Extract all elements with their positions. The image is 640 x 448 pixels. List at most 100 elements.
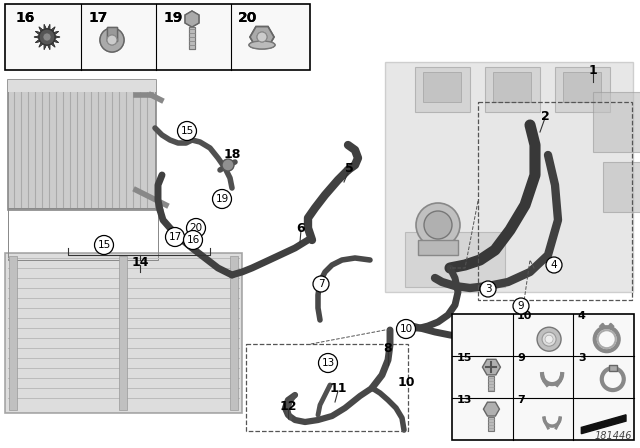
Polygon shape — [51, 43, 55, 47]
Bar — [493, 72, 531, 102]
Polygon shape — [47, 24, 50, 30]
Polygon shape — [44, 24, 47, 30]
Circle shape — [100, 28, 124, 52]
Bar — [107, 27, 117, 41]
Bar — [5, 253, 242, 413]
Polygon shape — [47, 24, 50, 30]
Polygon shape — [54, 39, 59, 43]
Bar — [119, 256, 127, 410]
Polygon shape — [39, 27, 43, 31]
Bar — [246, 344, 408, 431]
Text: 7: 7 — [518, 395, 525, 405]
Text: 16: 16 — [186, 235, 200, 245]
Bar — [107, 27, 117, 41]
Ellipse shape — [249, 41, 275, 49]
Circle shape — [166, 228, 184, 246]
Polygon shape — [185, 11, 199, 27]
Text: 11: 11 — [329, 382, 347, 395]
Circle shape — [416, 203, 460, 247]
Polygon shape — [54, 39, 59, 43]
Polygon shape — [51, 27, 55, 31]
Circle shape — [212, 190, 232, 208]
Circle shape — [313, 276, 329, 292]
Text: 19: 19 — [163, 11, 182, 25]
Text: 9: 9 — [518, 301, 524, 311]
Bar — [405, 232, 505, 287]
Polygon shape — [44, 44, 47, 50]
Text: 10: 10 — [399, 324, 413, 334]
Circle shape — [39, 29, 55, 45]
Text: 16: 16 — [15, 11, 35, 25]
Bar — [423, 72, 461, 102]
Text: 19: 19 — [216, 194, 228, 204]
Text: 17: 17 — [88, 11, 108, 25]
Polygon shape — [51, 27, 55, 31]
Circle shape — [43, 33, 51, 41]
Text: 13: 13 — [457, 395, 472, 405]
Polygon shape — [39, 43, 43, 47]
Bar — [478, 102, 632, 300]
Polygon shape — [185, 11, 199, 27]
Bar — [189, 27, 195, 49]
Circle shape — [546, 257, 562, 273]
Text: 9: 9 — [518, 353, 525, 363]
Polygon shape — [55, 36, 60, 38]
Text: 10: 10 — [397, 375, 415, 388]
Circle shape — [43, 33, 51, 41]
Bar — [230, 256, 238, 410]
Polygon shape — [55, 36, 60, 38]
Text: 3: 3 — [484, 284, 492, 294]
Polygon shape — [250, 26, 274, 47]
Text: 15: 15 — [180, 126, 194, 136]
Circle shape — [100, 28, 124, 52]
Text: 17: 17 — [168, 232, 182, 242]
Polygon shape — [54, 31, 59, 34]
Circle shape — [397, 319, 415, 339]
Text: 20: 20 — [189, 223, 203, 233]
Circle shape — [184, 231, 202, 250]
Polygon shape — [34, 36, 39, 38]
Circle shape — [222, 159, 234, 171]
Text: 3: 3 — [579, 353, 586, 363]
Circle shape — [537, 327, 561, 351]
Text: 5: 5 — [344, 161, 353, 175]
Circle shape — [107, 35, 117, 45]
Circle shape — [257, 32, 267, 42]
Bar — [488, 376, 495, 391]
Bar — [8, 80, 156, 92]
Text: 20: 20 — [238, 11, 257, 25]
Text: 8: 8 — [384, 343, 392, 356]
Bar — [415, 67, 470, 112]
Polygon shape — [35, 39, 40, 43]
Circle shape — [107, 35, 117, 45]
Text: 1: 1 — [589, 64, 597, 77]
Bar — [5, 4, 310, 70]
Circle shape — [545, 335, 553, 343]
Bar — [563, 72, 601, 102]
Bar — [555, 67, 610, 112]
Bar — [9, 256, 17, 410]
Polygon shape — [39, 43, 43, 47]
Polygon shape — [35, 39, 40, 43]
Text: 181446: 181446 — [595, 431, 632, 441]
Circle shape — [257, 32, 267, 42]
Circle shape — [480, 281, 496, 297]
Polygon shape — [51, 43, 55, 47]
Ellipse shape — [249, 41, 275, 49]
Polygon shape — [44, 44, 47, 50]
Bar — [452, 314, 634, 440]
Circle shape — [177, 121, 196, 141]
Bar — [593, 92, 640, 152]
Text: 2: 2 — [541, 109, 549, 122]
Polygon shape — [35, 31, 40, 34]
Bar — [8, 80, 156, 210]
Polygon shape — [47, 44, 50, 50]
Circle shape — [542, 332, 556, 346]
Text: 15: 15 — [97, 240, 111, 250]
Bar — [609, 365, 617, 371]
Circle shape — [39, 29, 55, 45]
Text: 17: 17 — [88, 11, 108, 25]
Bar — [189, 27, 195, 49]
Polygon shape — [35, 31, 40, 34]
Polygon shape — [34, 36, 39, 38]
